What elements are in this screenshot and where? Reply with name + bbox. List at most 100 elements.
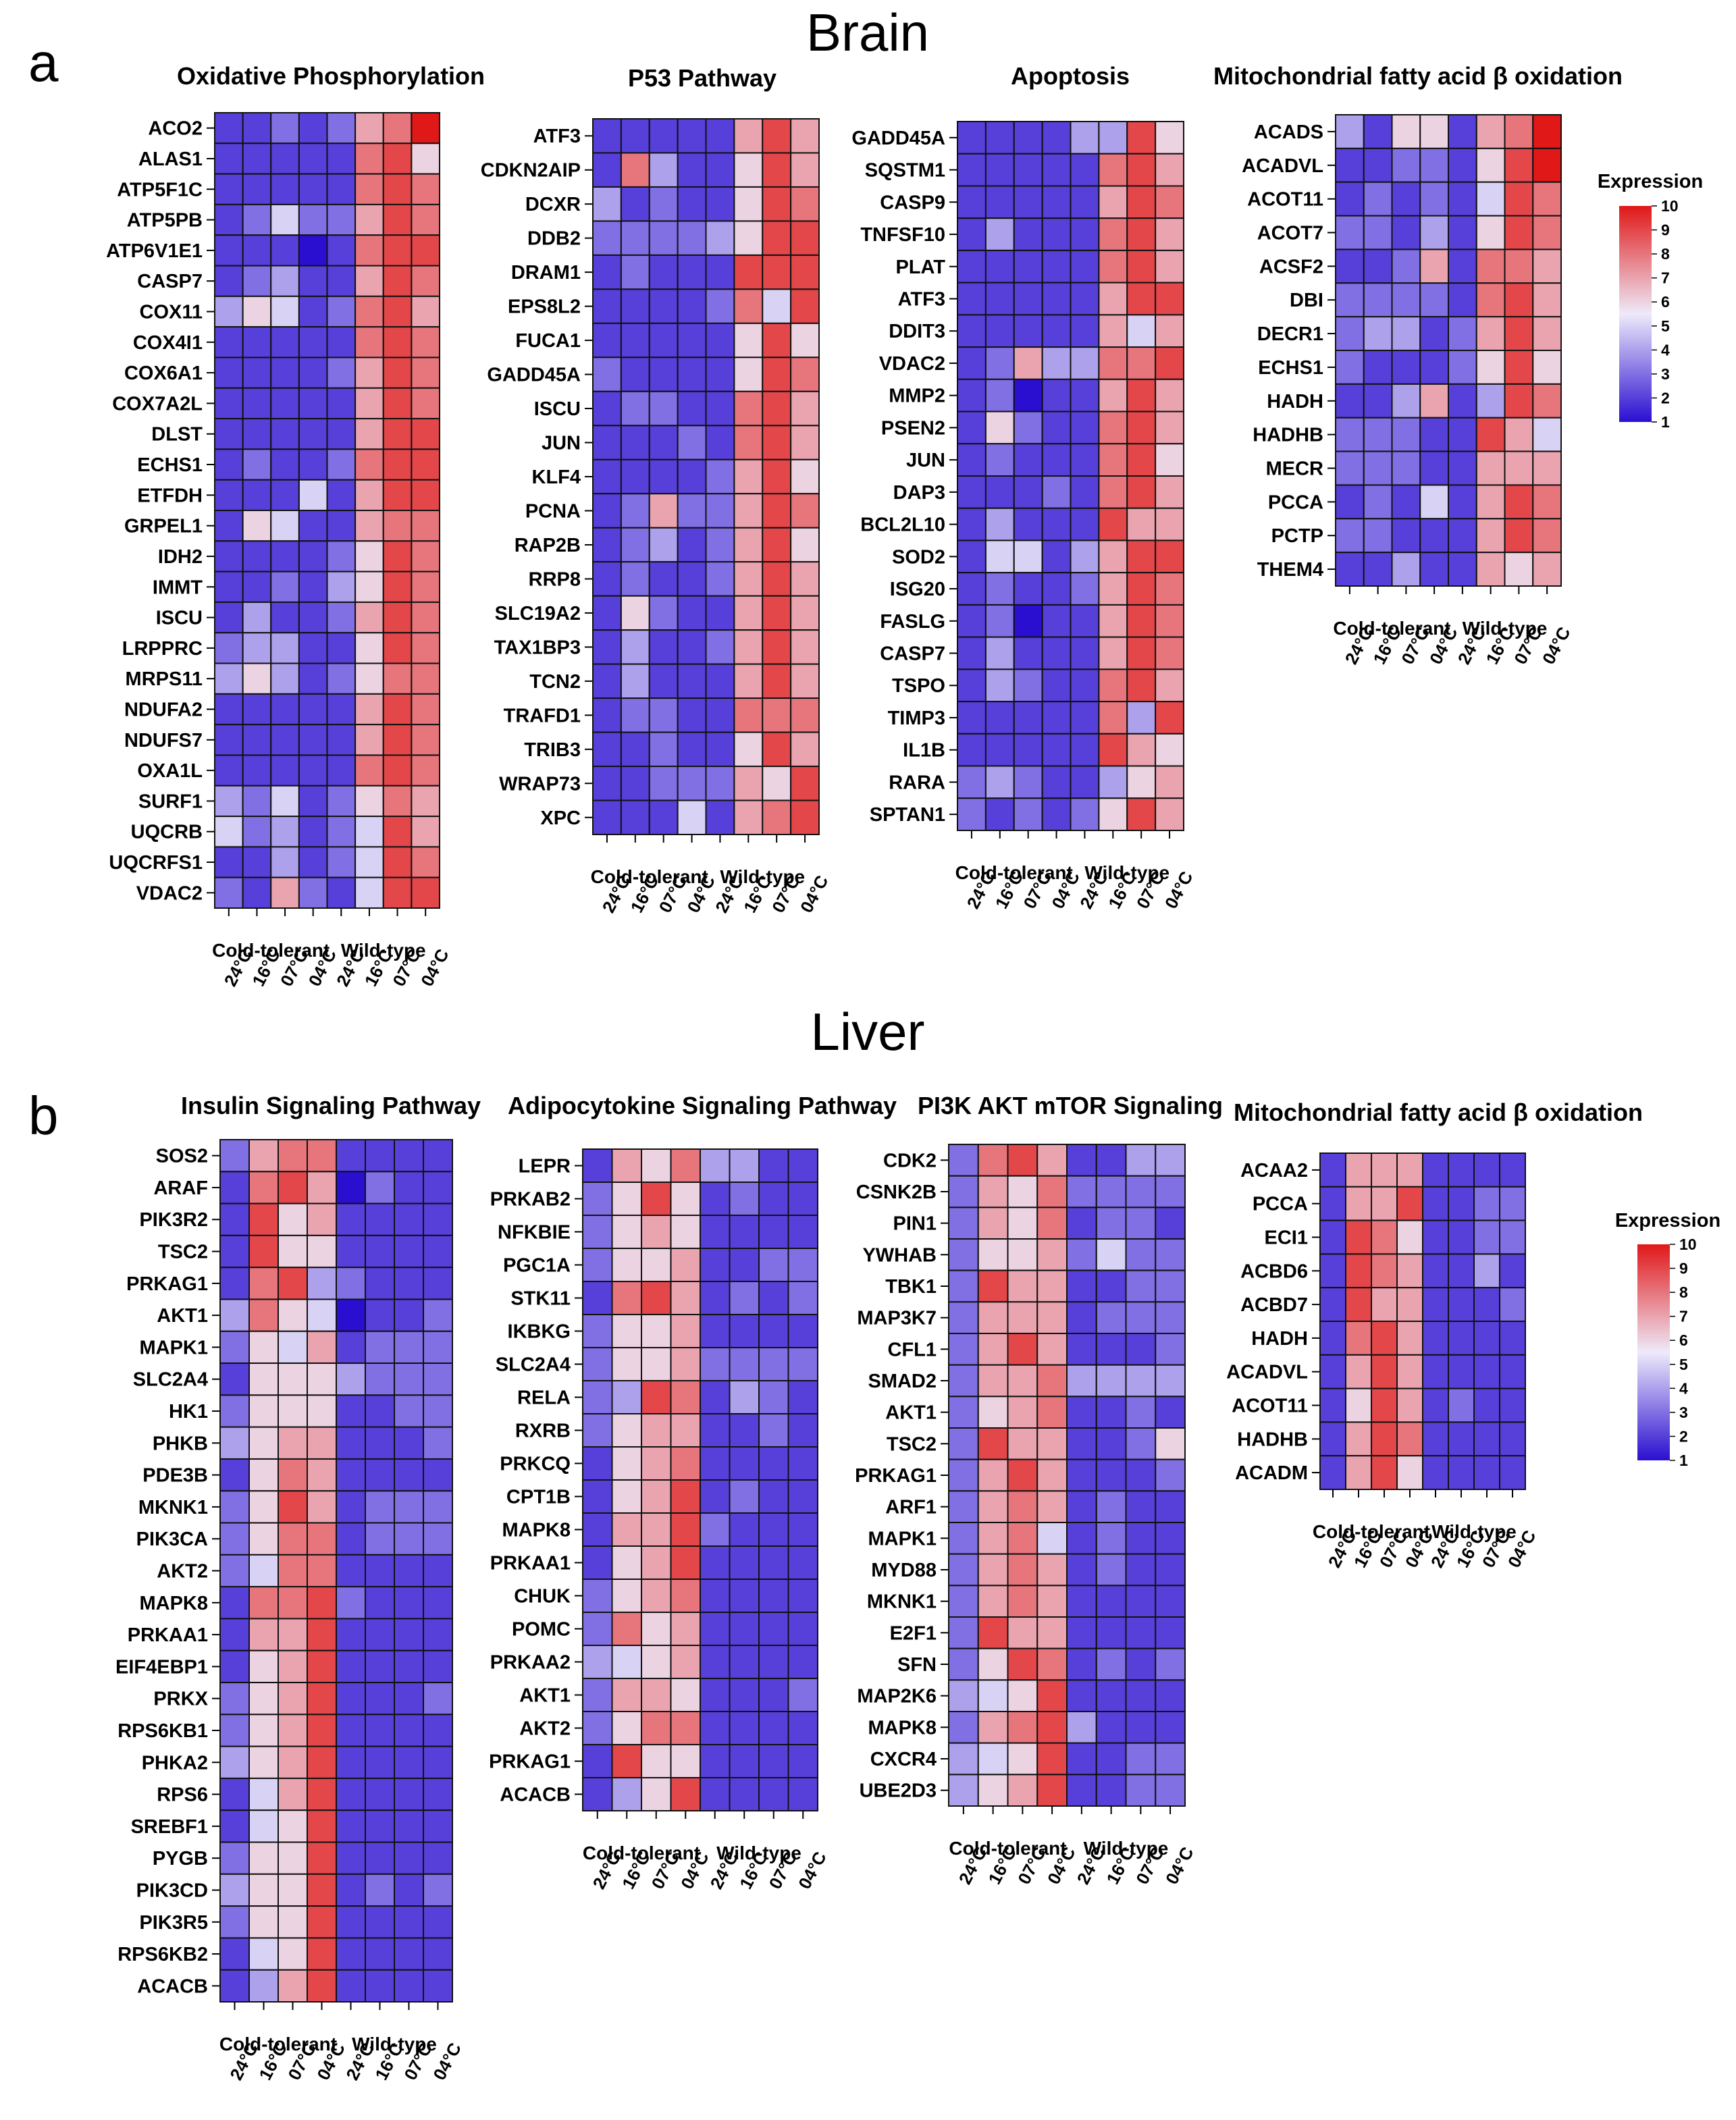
heatmap-cell	[1419, 350, 1449, 385]
heatmap-cell	[670, 1479, 701, 1514]
heatmap-4: Insulin Signaling PathwaySOS2ARAFPIK3R2T…	[115, 1092, 481, 2084]
heatmap-cell	[592, 629, 622, 665]
heatmap-cell	[670, 1446, 701, 1481]
heatmap-cell	[984, 572, 1015, 606]
heatmap-cell	[1070, 410, 1100, 445]
row-label: EIF4EBP1	[115, 1656, 208, 1678]
heatmap-cell	[1448, 248, 1477, 284]
row-label: RELA	[517, 1387, 571, 1409]
heatmap-cell	[1155, 1364, 1186, 1398]
heatmap-cell	[354, 173, 384, 205]
heatmap-cell	[729, 1711, 760, 1745]
row-label: AKT1	[157, 1305, 208, 1327]
heatmap-cell	[382, 326, 413, 359]
legend-tick-label: 8	[1661, 245, 1670, 263]
heatmap-cell	[957, 121, 987, 155]
heatmap-cell	[582, 1446, 613, 1481]
heatmap-cell	[948, 1207, 979, 1240]
heatmap-cell	[758, 1314, 789, 1348]
heatmap-cell	[1448, 181, 1477, 217]
heatmap-cell	[382, 234, 413, 267]
heatmap-cell	[411, 632, 440, 664]
heatmap-cell	[1125, 1490, 1157, 1523]
heatmap-cell	[1126, 153, 1157, 187]
heatmap-cell	[648, 799, 679, 835]
heatmap-cell	[382, 510, 413, 542]
heatmap-cell	[1007, 1490, 1038, 1523]
row-label: SLC2A4	[133, 1369, 208, 1391]
heatmap-cell	[677, 766, 707, 801]
heatmap-cell	[298, 142, 328, 175]
heatmap-cell	[394, 1298, 424, 1332]
heatmap-cell	[278, 1426, 308, 1460]
heatmap-cell	[1095, 1207, 1127, 1240]
heatmap-cell	[1125, 1742, 1157, 1776]
heatmap-cell	[1448, 417, 1477, 452]
heatmap-cell	[611, 1248, 642, 1282]
heatmap-cell	[394, 1905, 424, 1939]
row-label: TIMP3	[888, 708, 945, 729]
row-label: IL1B	[903, 740, 945, 762]
heatmap-cell	[670, 1148, 701, 1183]
heatmap-cell	[307, 1362, 337, 1396]
group-label-cold-tolerant: Cold-tolerant	[1333, 618, 1450, 639]
heatmap-cell	[326, 173, 357, 205]
heatmap-cell	[787, 1182, 818, 1216]
heatmap-cell	[762, 731, 792, 768]
heatmap-title: Mitochondrial fatty acid β oxidation	[1234, 1098, 1643, 1126]
heatmap-cell	[1007, 1553, 1038, 1587]
heatmap-cell	[298, 571, 328, 603]
row-label: PRKAA1	[128, 1624, 208, 1646]
heatmap-cell	[1532, 316, 1562, 351]
heatmap-cell	[1448, 1421, 1475, 1457]
heatmap-cell	[700, 1678, 731, 1712]
heatmap-cell	[948, 1490, 979, 1523]
heatmap-cell	[382, 876, 413, 909]
heatmap-cell	[762, 697, 792, 733]
heatmap-cell	[1473, 1455, 1500, 1490]
heatmap-cell	[787, 1215, 818, 1249]
heatmap-cell	[307, 1202, 337, 1236]
heatmap-cell	[758, 1215, 789, 1249]
heatmap-cell	[354, 693, 384, 726]
heatmap-cell	[790, 493, 820, 529]
heatmap-cell	[957, 346, 987, 380]
heatmap-cell	[592, 322, 622, 359]
heatmap-cell	[592, 697, 622, 733]
heatmap-cell	[278, 1139, 308, 1173]
heatmap-cell	[705, 697, 735, 733]
heatmap-cell	[641, 1148, 672, 1183]
heatmap-cell	[758, 1380, 789, 1414]
heatmap-cell	[948, 1269, 979, 1303]
heatmap-cell	[1319, 1455, 1346, 1490]
row-label: ATF3	[533, 126, 581, 147]
heatmap-cell	[1419, 316, 1449, 351]
heatmap-cell	[1036, 1269, 1068, 1303]
heatmap-cell	[787, 1579, 818, 1613]
heatmap-cell	[326, 876, 357, 909]
heatmap-cell	[733, 356, 764, 392]
heatmap-cell	[1013, 572, 1043, 606]
heatmap-cell	[1066, 1427, 1097, 1460]
heatmap-cell	[278, 1330, 308, 1364]
heatmap-cell	[758, 1744, 789, 1778]
heatmap-cell	[382, 571, 413, 603]
heatmap-cell	[365, 1554, 395, 1588]
heatmap-cell	[1066, 1616, 1097, 1649]
heatmap-cell	[641, 1380, 672, 1414]
heatmap-cell	[620, 118, 650, 154]
heatmap-cell	[1070, 701, 1100, 735]
heatmap-cell	[336, 1873, 366, 1907]
heatmap-cell	[762, 663, 792, 699]
heatmap-cell	[592, 458, 622, 495]
heatmap-cell	[762, 425, 792, 460]
heatmap-cell	[1007, 1679, 1038, 1712]
heatmap-1: P53 PathwayATF3CDKN2AIPDCXRDDB2DRAM1EPS8…	[481, 64, 833, 916]
heatmap-cell	[984, 121, 1015, 155]
heatmap-cell	[1532, 383, 1562, 419]
heatmap-cell	[242, 142, 272, 175]
heatmap-cell	[1036, 1175, 1068, 1209]
heatmap-cell	[1013, 314, 1043, 348]
section-title-liver: Liver	[810, 1002, 924, 1061]
legend-tick-label: 9	[1679, 1260, 1688, 1277]
